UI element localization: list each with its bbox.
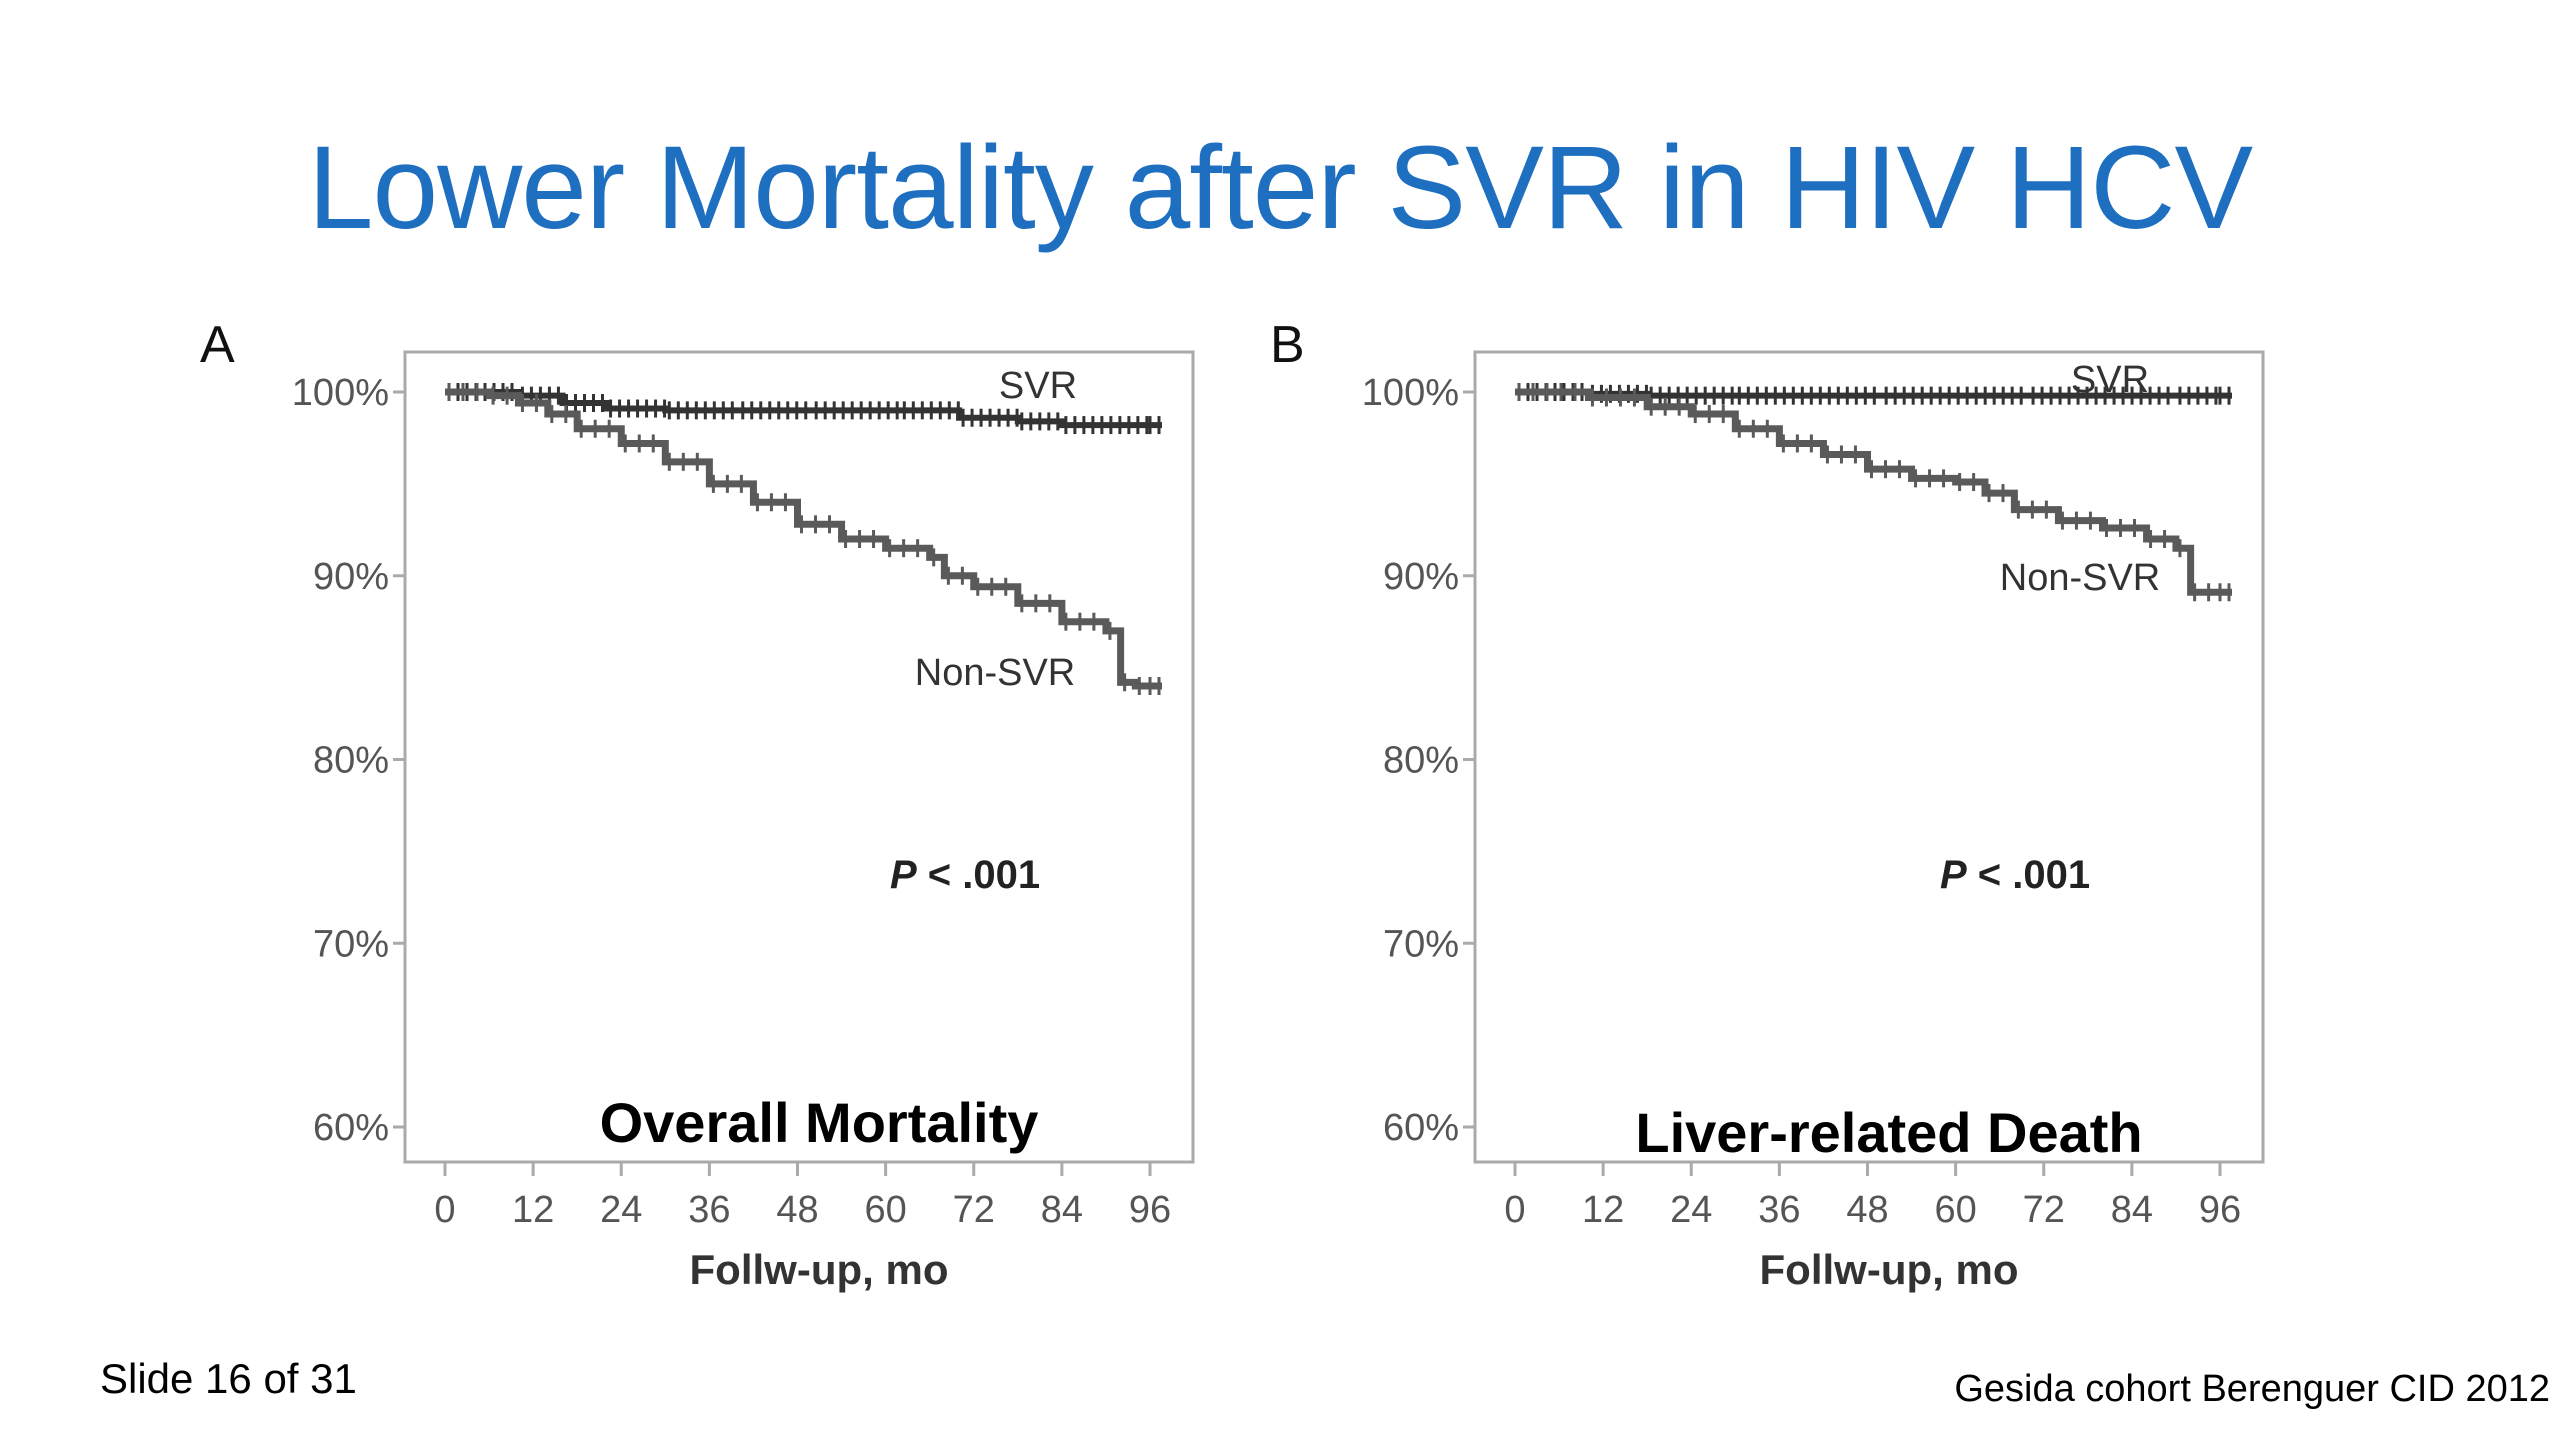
censor-marks-non-svr — [1517, 383, 2231, 602]
y-tick-label: 100% — [292, 372, 389, 414]
slide-title: Lower Mortality after SVR in HIV HCV — [307, 122, 2253, 254]
series-line-non-svr — [1515, 388, 2232, 596]
censor-marks-non-svr — [447, 383, 1161, 695]
y-tick-label: 60% — [313, 1107, 389, 1149]
citation: Gesida cohort Berenguer CID 2012 — [1954, 1368, 2550, 1410]
chart-liver-related-death: B 60% 70% 80% 90% 100% 0 12 24 36 48 60 72 84 96 Follw-… — [1270, 316, 2265, 1293]
x-tick-label: 72 — [2023, 1189, 2065, 1231]
x-tick-label: 48 — [776, 1189, 818, 1231]
chart-caption: Liver-related Death — [1635, 1101, 2142, 1164]
x-tick-label: 0 — [434, 1189, 455, 1231]
y-tick-label: 70% — [313, 923, 389, 965]
x-axis-title: Follw-up, mo — [1760, 1246, 2019, 1293]
panel-letter: A — [200, 316, 235, 374]
x-tick-label: 36 — [1758, 1189, 1800, 1231]
x-tick-label: 24 — [600, 1189, 642, 1231]
x-tick-label: 60 — [864, 1189, 906, 1231]
plot-frame — [403, 350, 1195, 1164]
x-tick-label: 48 — [1846, 1189, 1888, 1231]
series-line-svr — [445, 389, 1162, 429]
series-label-non-svr: Non-SVR — [915, 652, 1076, 694]
x-axis-title: Follw-up, mo — [690, 1246, 949, 1293]
x-tick-label: 84 — [1041, 1189, 1083, 1231]
x-tick-label: 96 — [2199, 1189, 2241, 1231]
y-tick-label: 80% — [1383, 740, 1459, 782]
y-tick-label: 70% — [1383, 923, 1459, 965]
chart-caption: Overall Mortality — [600, 1091, 1039, 1154]
x-tick-label: 12 — [1582, 1189, 1624, 1231]
slide-number: Slide 16 of 31 — [100, 1355, 357, 1402]
x-tick-label: 60 — [1934, 1189, 1976, 1231]
series-label-svr: SVR — [2071, 359, 2149, 401]
x-tick-label: 84 — [2111, 1189, 2153, 1231]
x-tick-label: 12 — [512, 1189, 554, 1231]
x-tick-label: 0 — [1504, 1189, 1525, 1231]
y-tick-label: 60% — [1383, 1107, 1459, 1149]
x-tick-label: 36 — [688, 1189, 730, 1231]
panel-letter: B — [1270, 316, 1305, 374]
y-tick-label: 90% — [1383, 556, 1459, 598]
x-tick-label: 24 — [1670, 1189, 1712, 1231]
x-tick-label: 96 — [1129, 1189, 1171, 1231]
y-tick-label: 100% — [1362, 372, 1459, 414]
p-value-annotation: P < .001 — [890, 853, 1040, 897]
series-label-svr: SVR — [999, 365, 1077, 407]
y-tick-label: 80% — [313, 740, 389, 782]
x-tick-label: 72 — [953, 1189, 995, 1231]
series-line-non-svr — [445, 388, 1162, 690]
y-tick-label: 90% — [313, 556, 389, 598]
chart-overall-mortality: A 60% 70% 80% 90% 100% 0 12 24 36 48 60 72 84 96 Follw-… — [200, 316, 1195, 1293]
series-label-non-svr: Non-SVR — [2000, 557, 2161, 599]
p-value-annotation: P < .001 — [1940, 853, 2090, 897]
plot-frame — [1473, 350, 2265, 1164]
